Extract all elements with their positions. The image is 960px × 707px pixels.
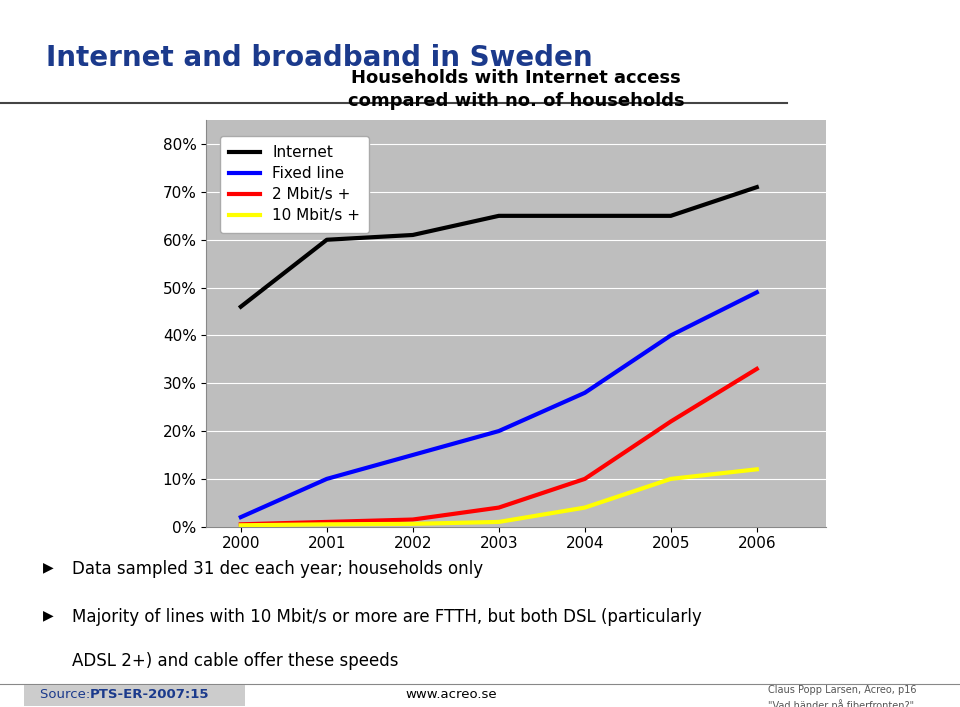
FancyBboxPatch shape [24, 685, 245, 706]
Text: ADSL 2+) and cable offer these speeds: ADSL 2+) and cable offer these speeds [72, 652, 398, 670]
Text: PTS-ER-2007:15: PTS-ER-2007:15 [89, 689, 208, 701]
Polygon shape [794, 11, 898, 81]
Text: Source:: Source: [40, 689, 95, 701]
Text: Majority of lines with 10 Mbit/s or more are FTTH, but both DSL (particularly: Majority of lines with 10 Mbit/s or more… [72, 608, 702, 626]
Text: ▶: ▶ [43, 608, 54, 622]
Text: Data sampled 31 dec each year; households only: Data sampled 31 dec each year; household… [72, 560, 483, 578]
Text: Claus Popp Larsen, Acreo, p16
"Vad händer på fiberfronten?"
Internetdagarna, 5-8: Claus Popp Larsen, Acreo, p16 "Vad hände… [768, 685, 919, 707]
Text: Internet and broadband in Sweden: Internet and broadband in Sweden [46, 44, 592, 71]
Text: acreo: acreo [920, 33, 930, 63]
Text: www.acreo.se: www.acreo.se [405, 689, 497, 701]
Legend: Internet, Fixed line, 2 Mbit/s +, 10 Mbit/s +: Internet, Fixed line, 2 Mbit/s +, 10 Mbi… [220, 136, 370, 233]
Text: ▶: ▶ [43, 560, 54, 574]
Title: Households with Internet access
compared with no. of households: Households with Internet access compared… [348, 69, 684, 110]
